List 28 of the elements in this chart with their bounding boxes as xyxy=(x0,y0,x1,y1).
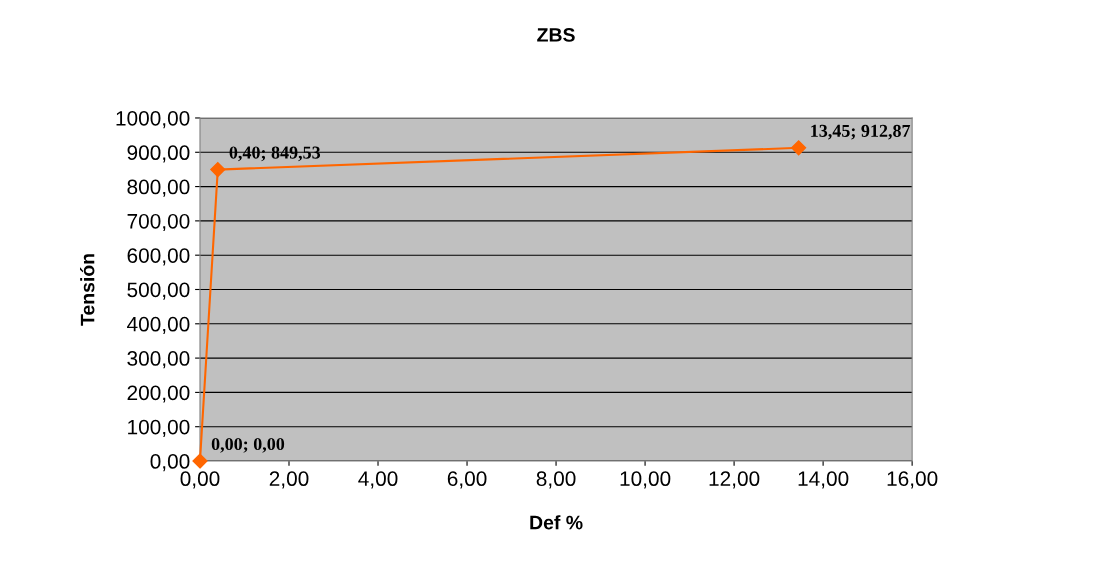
data-label: 0,00; 0,00 xyxy=(211,437,285,453)
y-axis-title: Tensión xyxy=(80,254,95,326)
x-tick-label: 6,00 xyxy=(447,471,487,489)
y-tick-label: 700,00 xyxy=(127,213,190,232)
x-tick-label: 8,00 xyxy=(536,471,576,489)
y-tick-label: 1000,00 xyxy=(116,110,190,129)
y-tick-label: 500,00 xyxy=(127,282,190,300)
x-tick-label: 10,00 xyxy=(620,471,671,489)
x-tick-label: 2,00 xyxy=(269,471,309,489)
y-tick-label: 900,00 xyxy=(127,145,190,163)
point xyxy=(192,453,208,469)
x-tick-label: 4,00 xyxy=(358,471,398,489)
chart-title: ZBS xyxy=(537,28,575,42)
y-tick-label: 600,00 xyxy=(127,248,190,266)
x-axis-title: Def % xyxy=(530,515,583,530)
y-tick-label: 100,00 xyxy=(128,419,190,437)
point xyxy=(791,140,807,156)
x-tick-label: 12,00 xyxy=(709,471,760,489)
y-tick-label: 400,00 xyxy=(127,316,190,335)
x-tick-label: 14,00 xyxy=(798,471,849,489)
y-tick-label: 0,00 xyxy=(150,454,190,472)
y-tick-label: 300,00 xyxy=(127,351,190,369)
point xyxy=(210,162,226,178)
data-label: 13,45; 912,87 xyxy=(811,124,911,140)
y-tick-label: 200,00 xyxy=(127,385,190,403)
x-tick-label: 16,00 xyxy=(887,471,938,489)
y-tick-label: 800,00 xyxy=(127,179,190,197)
x-tick-label: 0,00 xyxy=(180,471,220,489)
